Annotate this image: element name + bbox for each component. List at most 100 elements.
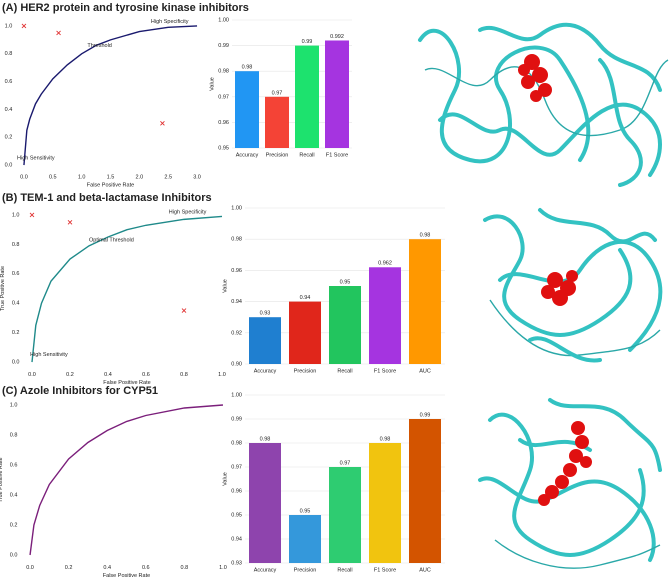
x-tick-label: 1.0 bbox=[78, 174, 86, 180]
x-tick-label: Recall bbox=[337, 567, 352, 573]
x-tick-label: Precision bbox=[294, 368, 317, 374]
y-tick-label: 0.99 bbox=[231, 416, 242, 422]
bar bbox=[329, 286, 361, 364]
annotation: High Sensitivity bbox=[30, 352, 68, 358]
y-tick-label: 0.0 bbox=[10, 552, 18, 558]
value-label: 0.98 bbox=[380, 436, 391, 442]
value-label: 0.95 bbox=[340, 279, 351, 285]
x-tick-label: 0.8 bbox=[180, 372, 188, 378]
bar bbox=[249, 317, 281, 364]
x-axis-label: False Positive Rate bbox=[103, 380, 150, 386]
bar bbox=[409, 239, 441, 364]
x-axis-label: False Positive Rate bbox=[87, 182, 134, 188]
y-axis-label: True Positive Rate bbox=[0, 457, 4, 502]
y-tick-label: 0.8 bbox=[10, 432, 18, 438]
x-tick-label: 0.4 bbox=[104, 372, 112, 378]
y-tick-label: 0.4 bbox=[12, 301, 20, 307]
point-marker bbox=[181, 308, 187, 313]
y-tick-label: 1.00 bbox=[218, 17, 229, 23]
x-tick-label: 0.8 bbox=[181, 565, 189, 571]
point-marker bbox=[56, 30, 61, 36]
y-tick-label: 0.2 bbox=[5, 135, 13, 141]
bar bbox=[235, 71, 259, 148]
value-label: 0.99 bbox=[302, 39, 313, 45]
point-marker bbox=[160, 120, 165, 126]
value-label: 0.95 bbox=[300, 508, 311, 514]
value-label: 0.99 bbox=[420, 412, 431, 418]
y-tick-label: 0.95 bbox=[231, 512, 242, 518]
y-tick-label: 0.6 bbox=[10, 462, 18, 468]
x-tick-label: 0.6 bbox=[142, 372, 150, 378]
x-tick-label: 2.0 bbox=[136, 174, 144, 180]
x-tick-label: Accuracy bbox=[236, 152, 259, 158]
panel-title: (C) Azole Inhibitors for CYP51 bbox=[2, 385, 158, 397]
x-tick-label: 0.6 bbox=[142, 565, 150, 571]
y-tick-label: 0.97 bbox=[218, 94, 229, 100]
y-tick-label: 0.95 bbox=[218, 145, 229, 151]
y-tick-label: 0.96 bbox=[231, 268, 242, 274]
y-tick-label: 0.94 bbox=[231, 536, 242, 542]
bar bbox=[265, 96, 289, 148]
point-marker bbox=[67, 219, 73, 225]
bar bbox=[295, 45, 319, 148]
y-tick-label: 0.6 bbox=[12, 271, 20, 277]
x-tick-label: F1 Score bbox=[374, 567, 396, 573]
y-tick-label: 0.90 bbox=[231, 361, 242, 367]
value-label: 0.98 bbox=[420, 233, 431, 239]
y-tick-label: 0.98 bbox=[231, 440, 242, 446]
y-axis-label: Value bbox=[222, 279, 228, 293]
annotation: High Specificity bbox=[151, 19, 189, 25]
y-tick-label: 0.99 bbox=[218, 43, 229, 49]
x-tick-label: Accuracy bbox=[254, 368, 277, 374]
y-axis-label: Value bbox=[209, 77, 215, 91]
x-tick-label: 0.0 bbox=[28, 372, 36, 378]
annotation: Threshold bbox=[87, 43, 111, 49]
roc-curve bbox=[23, 25, 198, 166]
x-tick-label: 1.0 bbox=[219, 565, 227, 571]
y-tick-label: 0.2 bbox=[10, 522, 18, 528]
x-tick-label: F1 Score bbox=[374, 368, 396, 374]
protein-b bbox=[483, 208, 663, 363]
roc-curve bbox=[29, 404, 224, 556]
value-label: 0.992 bbox=[330, 34, 344, 40]
x-tick-label: Accuracy bbox=[254, 567, 277, 573]
value-label: 0.93 bbox=[260, 311, 271, 317]
y-tick-label: 0.94 bbox=[231, 299, 242, 305]
bar bbox=[325, 40, 349, 149]
x-tick-label: 0.2 bbox=[65, 565, 73, 571]
value-label: 0.97 bbox=[340, 460, 351, 466]
x-tick-label: Precision bbox=[294, 567, 317, 573]
x-tick-label: Recall bbox=[299, 152, 314, 158]
value-label: 0.94 bbox=[300, 295, 311, 301]
x-tick-label: AUC bbox=[419, 567, 431, 573]
x-tick-label: 1.5 bbox=[107, 174, 115, 180]
bar bbox=[329, 467, 361, 563]
panel-title: (B) TEM-1 and beta-lactamase Inhibitors bbox=[2, 192, 212, 204]
y-tick-label: 0.6 bbox=[5, 79, 13, 85]
y-axis-label: True Positive Rate bbox=[0, 266, 6, 311]
y-tick-label: 0.4 bbox=[10, 492, 18, 498]
y-tick-label: 1.00 bbox=[231, 205, 242, 211]
y-tick-label: 0.0 bbox=[5, 162, 13, 168]
value-label: 0.98 bbox=[242, 65, 253, 71]
y-tick-label: 0.8 bbox=[5, 51, 13, 57]
value-label: 0.962 bbox=[378, 261, 392, 267]
y-tick-label: 1.0 bbox=[12, 212, 20, 218]
x-tick-label: 0.4 bbox=[103, 565, 111, 571]
x-tick-label: 1.0 bbox=[218, 372, 226, 378]
x-tick-label: 3.0 bbox=[193, 174, 201, 180]
y-tick-label: 0.96 bbox=[218, 120, 229, 126]
y-tick-label: 0.97 bbox=[231, 464, 242, 470]
y-tick-label: 0.92 bbox=[231, 330, 242, 336]
y-tick-label: 0.98 bbox=[231, 237, 242, 243]
value-label: 0.97 bbox=[272, 90, 283, 96]
y-tick-label: 0.2 bbox=[12, 330, 20, 336]
x-tick-label: AUC bbox=[419, 368, 431, 374]
protein-a bbox=[418, 22, 669, 187]
y-tick-label: 1.0 bbox=[5, 23, 13, 29]
y-tick-label: 1.00 bbox=[231, 392, 242, 398]
x-tick-label: 0.0 bbox=[20, 174, 28, 180]
bar bbox=[249, 443, 281, 563]
bar bbox=[409, 419, 441, 563]
